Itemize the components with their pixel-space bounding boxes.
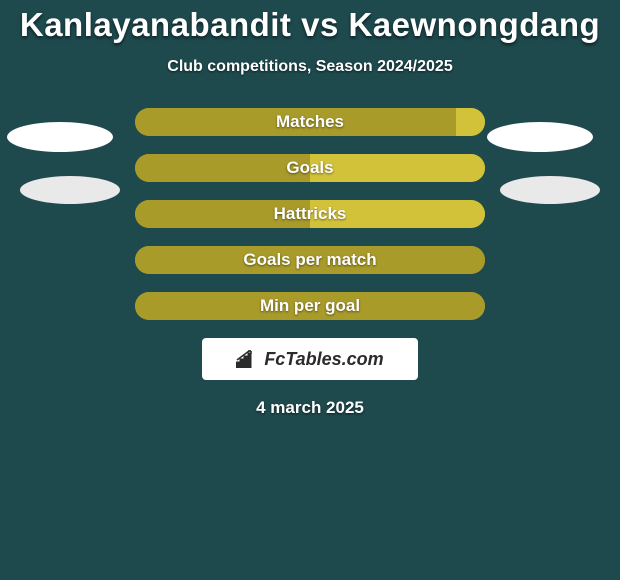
stat-row: Goals per match — [0, 246, 620, 274]
decor-ellipse-3 — [500, 176, 600, 204]
comparison-infographic: Kanlayanabandit vs Kaewnongdang Club com… — [0, 0, 620, 580]
date-text: 4 march 2025 — [0, 398, 620, 418]
stat-bar: Min per goal — [135, 292, 485, 320]
subtitle: Club competitions, Season 2024/2025 — [0, 58, 620, 76]
stat-row: Min per goal — [0, 292, 620, 320]
brand-text: FcTables.com — [264, 349, 383, 370]
brand-badge: FcTables.com — [202, 338, 418, 380]
stat-bar-fill-left — [135, 108, 456, 136]
stat-bar: Goals per match — [135, 246, 485, 274]
stat-bar-fill-right — [310, 200, 485, 228]
stat-bar-fill-left — [135, 292, 485, 320]
stat-bar: Hattricks — [135, 200, 485, 228]
stat-bar: Goals — [135, 154, 485, 182]
stat-bar-fill-right — [456, 108, 485, 136]
stat-row: 00Hattricks — [0, 200, 620, 228]
stat-bar-fill-left — [135, 246, 485, 274]
stat-bar-fill-right — [310, 154, 485, 182]
decor-ellipse-2 — [487, 122, 593, 152]
page-title: Kanlayanabandit vs Kaewnongdang — [0, 0, 620, 44]
decor-ellipse-0 — [7, 122, 113, 152]
stat-bar-fill-left — [135, 200, 310, 228]
stat-bar: Matches — [135, 108, 485, 136]
bar-chart-icon — [236, 350, 258, 368]
stat-bar-fill-left — [135, 154, 310, 182]
decor-ellipse-1 — [20, 176, 120, 204]
